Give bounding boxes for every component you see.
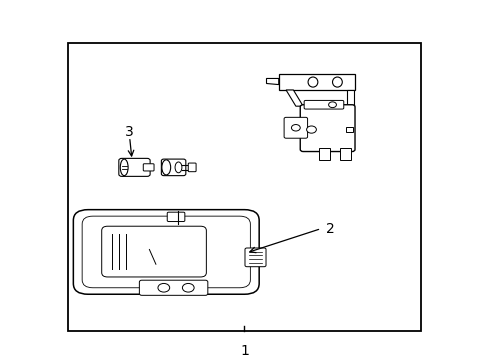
Ellipse shape — [120, 159, 128, 176]
Polygon shape — [346, 90, 353, 106]
Ellipse shape — [162, 160, 170, 175]
FancyBboxPatch shape — [167, 212, 184, 221]
Bar — [339, 148, 350, 160]
Text: 2: 2 — [325, 221, 334, 235]
FancyBboxPatch shape — [139, 280, 207, 295]
FancyBboxPatch shape — [244, 248, 265, 267]
Ellipse shape — [332, 77, 342, 87]
Polygon shape — [278, 74, 354, 90]
FancyBboxPatch shape — [102, 226, 206, 277]
Bar — [68, 43, 420, 331]
Circle shape — [158, 283, 169, 292]
FancyBboxPatch shape — [188, 163, 196, 172]
Polygon shape — [266, 78, 278, 85]
Bar — [345, 127, 352, 132]
Circle shape — [328, 102, 336, 108]
Ellipse shape — [307, 77, 317, 87]
Text: 1: 1 — [240, 344, 248, 358]
Text: 3: 3 — [125, 125, 134, 139]
Circle shape — [182, 283, 194, 292]
FancyBboxPatch shape — [73, 210, 259, 294]
FancyBboxPatch shape — [284, 117, 307, 138]
Ellipse shape — [175, 162, 182, 173]
Circle shape — [291, 125, 300, 131]
FancyBboxPatch shape — [300, 105, 354, 152]
Circle shape — [306, 126, 316, 133]
FancyBboxPatch shape — [119, 158, 150, 176]
Bar — [319, 148, 329, 160]
Polygon shape — [285, 90, 303, 106]
FancyBboxPatch shape — [161, 159, 185, 176]
FancyBboxPatch shape — [143, 164, 154, 171]
FancyBboxPatch shape — [304, 100, 343, 109]
FancyBboxPatch shape — [82, 216, 250, 288]
